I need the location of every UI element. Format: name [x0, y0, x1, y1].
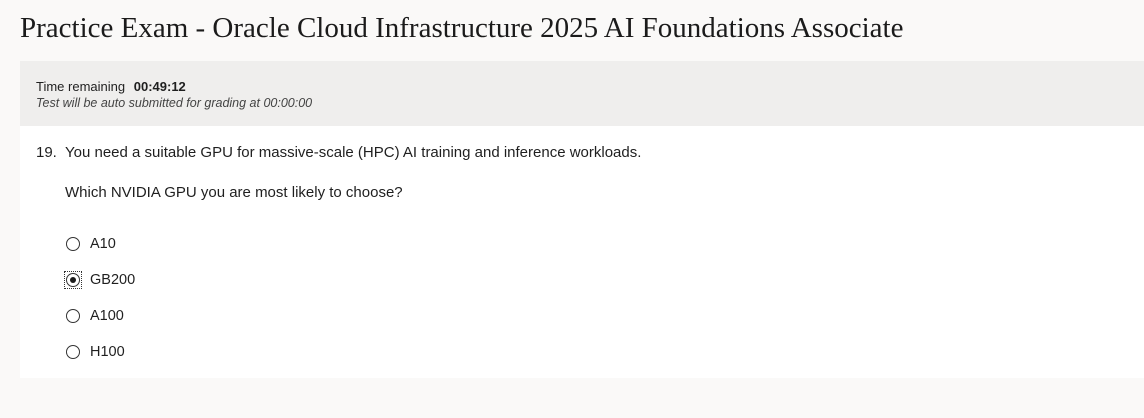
radio-wrap — [64, 235, 82, 253]
answer-option-a100[interactable]: A100 — [64, 298, 135, 334]
question-prompt: Which NVIDIA GPU you are most likely to … — [65, 184, 403, 201]
time-remaining-value: 00:49:12 — [133, 79, 186, 94]
timer-panel: Time remaining 00:49:12 Test will be aut… — [20, 61, 1144, 126]
time-remaining-row: Time remaining 00:49:12 — [36, 78, 1144, 95]
answer-option-label[interactable]: A10 — [90, 236, 116, 252]
auto-submit-note: Test will be auto submitted for grading … — [36, 96, 313, 110]
question-panel: 19. You need a suitable GPU for massive-… — [20, 126, 1144, 378]
radio-button-gb200[interactable] — [66, 273, 80, 287]
radio-button-a100[interactable] — [66, 309, 80, 323]
radio-wrap — [64, 307, 82, 325]
radio-button-h100[interactable] — [66, 345, 80, 359]
answer-option-gb200[interactable]: GB200 — [64, 262, 135, 298]
answer-option-a10[interactable]: A10 — [64, 226, 135, 262]
page-title: Practice Exam - Oracle Cloud Infrastruct… — [20, 12, 904, 44]
radio-button-a10[interactable] — [66, 237, 80, 251]
answer-option-label[interactable]: A100 — [90, 308, 124, 324]
question-stem: You need a suitable GPU for massive-scal… — [65, 144, 642, 161]
answer-option-label[interactable]: H100 — [90, 344, 125, 360]
time-remaining-label: Time remaining — [36, 79, 126, 94]
radio-wrap — [64, 343, 82, 361]
answer-option-label[interactable]: GB200 — [90, 272, 136, 288]
answer-options: A10 GB200 A100 H100 — [64, 226, 135, 370]
question-number: 19. — [36, 144, 57, 161]
answer-option-h100[interactable]: H100 — [64, 334, 135, 370]
radio-focus-ring — [64, 271, 82, 289]
